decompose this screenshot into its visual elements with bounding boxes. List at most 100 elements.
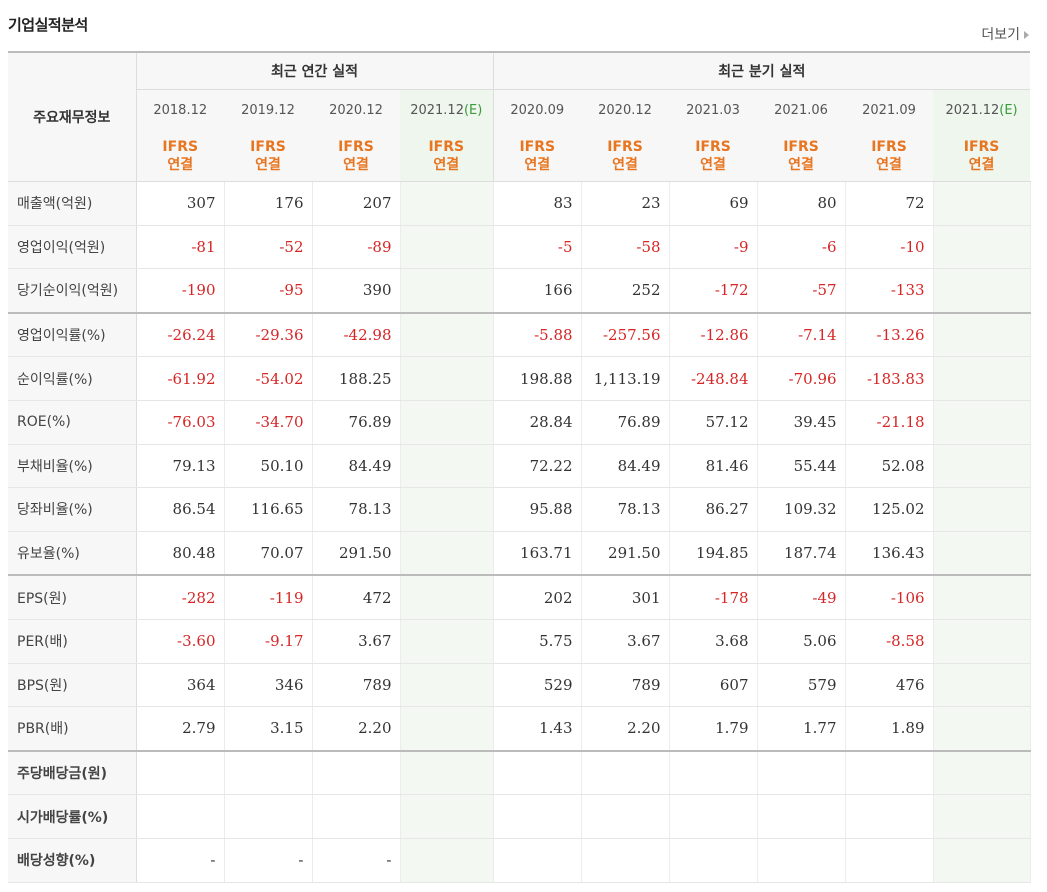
table-row: BPS(원) 364 346 789 529 789 607 579 476	[8, 663, 1031, 708]
value-cell: -42.98	[312, 311, 401, 358]
value-cell: 52.08	[845, 444, 934, 489]
row-label: BPS(원)	[8, 663, 137, 708]
value-cell	[312, 794, 401, 839]
value-cell: -76.03	[136, 400, 225, 445]
value-cell: 1,113.19	[581, 356, 670, 401]
value-cell	[933, 225, 1031, 270]
row-label: PBR(배)	[8, 706, 137, 752]
value-cell: 69	[669, 181, 758, 226]
value-cell: 390	[312, 268, 401, 314]
value-cell: -54.02	[224, 356, 313, 401]
period-label: 2020.12	[329, 102, 383, 118]
section-title: 기업실적분석	[8, 16, 88, 34]
value-cell: 163.71	[492, 531, 582, 576]
ifrs-label: IFRS	[871, 138, 907, 155]
period-header: 2020.12	[312, 89, 400, 130]
value-cell: 579	[757, 663, 846, 708]
more-label: 더보기	[981, 27, 1020, 43]
ifrs-label: IFRS	[963, 138, 1000, 155]
value-cell: 187.74	[757, 531, 846, 576]
value-cell: -106	[845, 574, 934, 620]
accounting-standard-header: IFRS 연결	[581, 130, 670, 182]
value-cell: 70.07	[224, 531, 313, 576]
value-cell	[933, 487, 1031, 532]
chevron-right-icon	[1024, 31, 1029, 39]
table-row: 배당성향(%) - - -	[8, 838, 1031, 883]
value-cell: 529	[492, 663, 582, 708]
value-cell	[400, 749, 494, 796]
value-cell: 2.20	[312, 706, 401, 752]
period-label: 2021.12	[945, 102, 1000, 118]
value-cell: 80.48	[136, 531, 225, 576]
table-row: 부채비율(%) 79.13 50.10 84.49 72.22 84.49 81.46 55.…	[8, 444, 1031, 489]
row-label: 순이익률(%)	[8, 356, 137, 401]
table-row: 주당배당금(원)	[8, 749, 1031, 796]
value-cell: 28.84	[492, 400, 582, 445]
value-cell: 198.88	[492, 356, 582, 401]
value-cell: -5	[492, 225, 582, 270]
value-cell: 194.85	[669, 531, 758, 576]
value-cell	[400, 619, 494, 664]
value-cell	[933, 706, 1031, 752]
value-cell	[669, 794, 758, 839]
accounting-standard-header: IFRS 연결	[492, 130, 582, 182]
value-cell: 39.45	[757, 400, 846, 445]
value-cell	[581, 838, 670, 883]
value-cell: 166	[492, 268, 582, 314]
value-cell: -	[224, 838, 313, 883]
value-cell	[845, 749, 934, 796]
value-cell: 176	[224, 181, 313, 226]
value-cell: 1.89	[845, 706, 934, 752]
table-row: 유보율(%) 80.48 70.07 291.50 163.71 291.50 194.85…	[8, 531, 1031, 576]
row-label: PER(배)	[8, 619, 137, 664]
period-header: 2021.03	[669, 89, 758, 130]
value-cell: 86.54	[136, 487, 225, 532]
value-cell: 78.13	[581, 487, 670, 532]
ifrs-label: IFRS	[338, 138, 374, 155]
value-cell	[757, 794, 846, 839]
value-cell	[136, 749, 225, 796]
value-cell: 202	[492, 574, 582, 620]
value-cell: -257.56	[581, 311, 670, 358]
value-cell: -26.24	[136, 311, 225, 358]
value-cell: -89	[312, 225, 401, 270]
value-cell: -9	[669, 225, 758, 270]
row-label: 부채비율(%)	[8, 444, 137, 489]
value-cell: -	[312, 838, 401, 883]
value-cell	[669, 838, 758, 883]
value-cell	[224, 749, 313, 796]
value-cell: 55.44	[757, 444, 846, 489]
table-row: ROE(%) -76.03 -34.70 76.89 28.84 76.89 57.12 39…	[8, 400, 1031, 445]
value-cell: 1.77	[757, 706, 846, 752]
value-cell: 346	[224, 663, 313, 708]
value-cell: -70.96	[757, 356, 846, 401]
more-link[interactable]: 더보기	[981, 24, 1029, 44]
value-cell: 789	[581, 663, 670, 708]
value-cell	[400, 225, 494, 270]
value-cell: 291.50	[312, 531, 401, 576]
ifrs-label: IFRS	[695, 138, 731, 155]
value-cell: 2.20	[581, 706, 670, 752]
row-label: 유보율(%)	[8, 531, 137, 576]
ifrs-label: IFRS	[428, 138, 465, 155]
consolidated-label: 연결	[255, 156, 281, 173]
value-cell: -29.36	[224, 311, 313, 358]
value-cell	[845, 794, 934, 839]
table-row: 당좌비율(%) 86.54 116.65 78.13 95.88 78.13 86.27 10…	[8, 487, 1031, 532]
value-cell: 3.15	[224, 706, 313, 752]
period-label: 2020.12	[598, 102, 652, 118]
value-cell	[400, 356, 494, 401]
value-cell	[757, 838, 846, 883]
row-label: 영업이익(억원)	[8, 225, 137, 270]
value-cell: 125.02	[845, 487, 934, 532]
value-cell: -52	[224, 225, 313, 270]
value-cell	[933, 356, 1031, 401]
value-cell	[933, 663, 1031, 708]
value-cell: 50.10	[224, 444, 313, 489]
period-header: 2021.12(E)	[933, 89, 1031, 130]
value-cell: -183.83	[845, 356, 934, 401]
value-cell	[400, 663, 494, 708]
value-cell: 2.79	[136, 706, 225, 752]
value-cell	[933, 531, 1031, 576]
value-cell	[400, 574, 494, 620]
